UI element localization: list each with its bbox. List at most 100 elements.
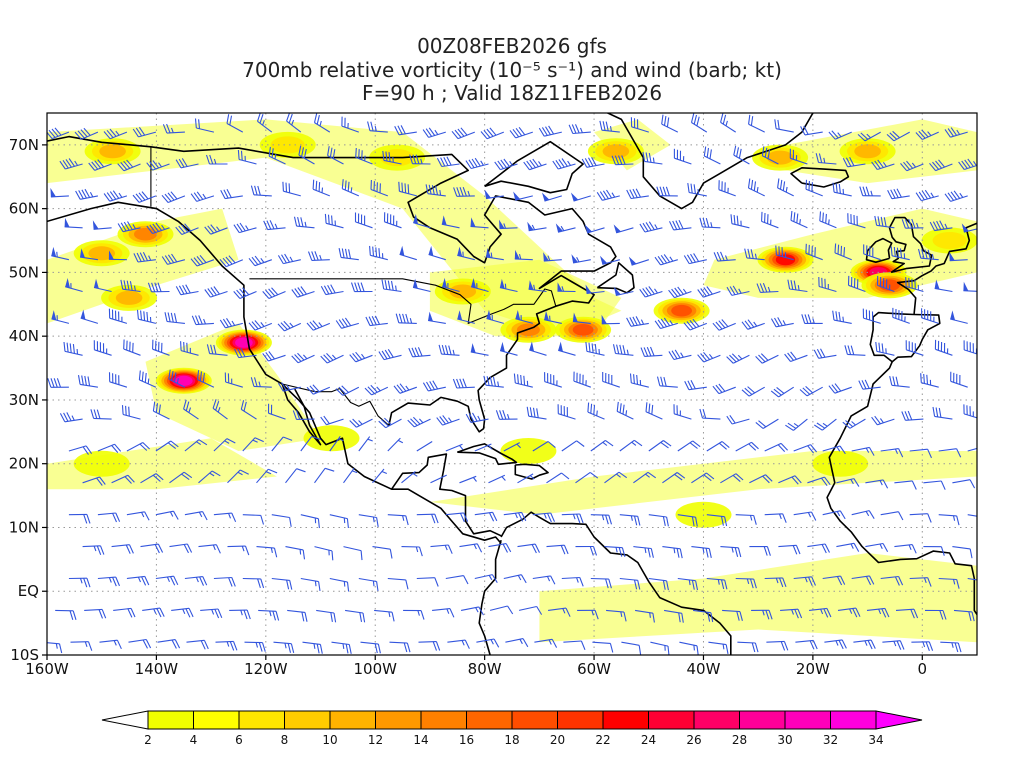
- barb-feather: [164, 193, 172, 202]
- barb-feather: [243, 610, 248, 620]
- wind-barb: [378, 349, 402, 361]
- barb-feather: [659, 186, 664, 196]
- barb-feather: [721, 319, 729, 328]
- barb-feather: [164, 255, 172, 264]
- barb-feather: [212, 399, 217, 409]
- wind-barb: [97, 576, 121, 587]
- wind-barb: [818, 276, 837, 293]
- wind-barb: [320, 353, 344, 364]
- wind-barb: [513, 373, 533, 388]
- wind-barb: [805, 243, 823, 261]
- barb-feather: [193, 192, 201, 201]
- wind-barb: [532, 575, 556, 585]
- wind-barb: [155, 510, 179, 520]
- barb-feather: [68, 158, 75, 167]
- barb-feather: [821, 544, 827, 554]
- barb-feather: [693, 253, 700, 262]
- lat-tick-label: 30N: [9, 391, 39, 409]
- wind-barb: [668, 349, 692, 361]
- barb-feather: [751, 642, 756, 653]
- barb-feather: [306, 386, 314, 395]
- barb-half-feather: [170, 127, 174, 133]
- wind-barb: [459, 475, 477, 484]
- barb-half-feather: [879, 543, 883, 549]
- barb-feather: [646, 346, 652, 357]
- wind-barb: [920, 373, 939, 388]
- barb-feather: [645, 222, 652, 231]
- wind-barb: [169, 543, 193, 554]
- barb-feather: [99, 545, 105, 555]
- vorticity-max: [671, 304, 692, 317]
- barb-feather: [877, 159, 884, 168]
- barb-half-feather: [754, 253, 757, 259]
- barb-staff: [242, 514, 261, 516]
- wind-barb: [889, 375, 910, 388]
- wind-barb: [226, 114, 244, 133]
- barb-half-feather: [252, 439, 258, 443]
- barb-feather: [626, 317, 632, 327]
- barb-feather: [929, 221, 936, 231]
- barb-feather: [138, 126, 146, 136]
- barb-feather: [857, 133, 866, 142]
- barb-feather: [774, 317, 780, 327]
- barb-half-feather: [517, 575, 522, 581]
- barb-feather: [773, 388, 782, 396]
- barb-flag: [528, 280, 534, 290]
- wind-barb: [184, 576, 208, 586]
- barb-feather: [822, 212, 824, 223]
- barb-feather: [331, 215, 333, 225]
- wind-barb: [82, 545, 105, 555]
- wind-barb: [687, 183, 707, 197]
- barb-feather: [338, 247, 342, 258]
- barb-feather: [656, 376, 661, 386]
- barb-feather: [787, 279, 791, 290]
- barb-half-feather: [548, 639, 552, 645]
- wind-barb: [949, 251, 968, 262]
- barb-feather: [239, 222, 246, 232]
- barb-feather: [346, 518, 349, 529]
- barb-half-feather: [851, 421, 856, 426]
- wind-barb: [929, 220, 953, 232]
- barb-feather: [823, 608, 829, 618]
- wind-barb: [604, 471, 628, 484]
- barb-feather: [821, 477, 828, 487]
- barb-half-feather: [753, 321, 758, 327]
- wind-barb: [273, 641, 295, 654]
- barb-feather: [618, 547, 623, 557]
- barb-feather: [136, 252, 142, 262]
- barb-flag: [486, 247, 491, 258]
- barb-staff: [592, 641, 611, 644]
- barb-feather: [709, 149, 712, 159]
- wind-barb: [99, 639, 122, 650]
- wind-barb: [457, 246, 475, 261]
- barb-half-feather: [828, 219, 830, 225]
- barb-feather: [441, 344, 446, 355]
- barb-feather: [289, 580, 293, 590]
- barb-flag: [51, 246, 57, 257]
- barb-feather: [240, 400, 245, 410]
- wind-barb: [648, 514, 669, 527]
- barb-feather: [828, 131, 836, 140]
- barb-feather: [215, 401, 220, 411]
- barb-feather: [614, 155, 620, 165]
- barb-flag: [499, 219, 505, 229]
- barb-feather: [633, 515, 638, 526]
- barb-staff: [866, 607, 885, 611]
- barb-staff: [923, 480, 942, 484]
- wind-barb: [65, 278, 83, 293]
- barb-feather: [434, 514, 439, 524]
- wind-barb: [923, 480, 946, 490]
- barb-feather: [668, 351, 675, 360]
- barb-feather: [889, 375, 893, 386]
- barb-feather: [83, 514, 88, 524]
- barb-half-feather: [518, 253, 522, 260]
- barb-feather: [72, 344, 75, 354]
- barb-feather: [288, 183, 291, 193]
- barb-feather: [186, 543, 193, 553]
- barb-feather: [538, 127, 545, 137]
- barb-feather: [657, 255, 665, 265]
- barb-feather: [220, 189, 226, 199]
- barb-feather: [847, 345, 852, 355]
- barb-half-feather: [392, 157, 394, 163]
- wind-barb: [418, 641, 441, 651]
